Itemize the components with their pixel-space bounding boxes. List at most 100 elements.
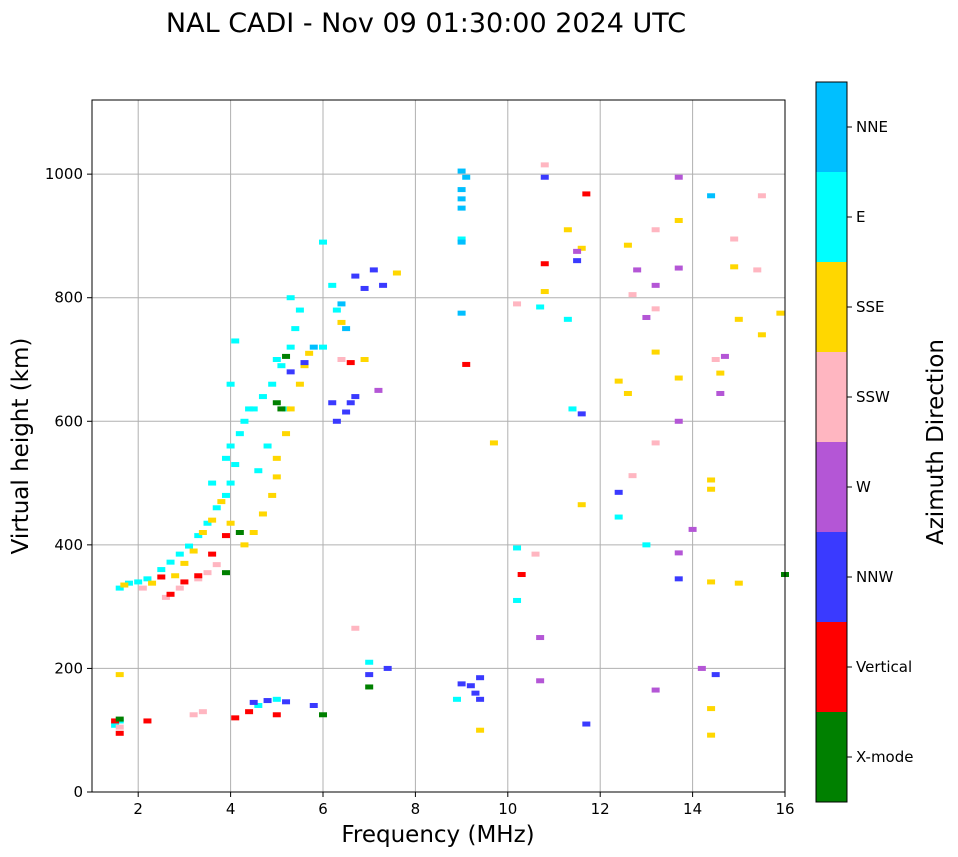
point-nnw-23	[674, 576, 683, 582]
point-ssw-20	[753, 267, 762, 273]
series-e	[111, 236, 651, 728]
point-nne-8	[337, 301, 346, 307]
x-tick-label-7: 16	[775, 800, 794, 818]
point-nnw-22	[614, 489, 623, 495]
point-e-5	[166, 559, 175, 565]
y-tick-label-4: 800	[54, 289, 83, 307]
point-ssw-6	[198, 709, 207, 715]
point-sse-27	[614, 378, 623, 384]
point-ssw-3	[194, 576, 203, 582]
series-nne	[309, 168, 716, 350]
point-nnw-25	[577, 411, 586, 417]
point-ssw-15	[651, 440, 660, 446]
colorbar-label-sse: SSE	[856, 298, 885, 316]
point-e-34	[208, 480, 217, 486]
point-sse-14	[272, 455, 281, 461]
point-sse-30	[674, 217, 683, 223]
point-w-4	[633, 267, 642, 273]
x-tick-label-1: 4	[226, 800, 236, 818]
point-nnw-21	[573, 258, 582, 264]
colorbar-swatch-nne	[816, 82, 847, 172]
colorbar-label-e: E	[856, 208, 865, 226]
point-sse-40	[716, 370, 725, 376]
point-ssw-1	[161, 594, 170, 600]
point-e-0	[115, 585, 124, 591]
point-ssw-16	[651, 227, 660, 233]
point-nnw-14	[383, 665, 392, 671]
point-sse-46	[115, 672, 124, 678]
colorbar-label-nne: NNE	[856, 118, 888, 136]
chart-title: NAL CADI - Nov 09 01:30:00 2024 UTC	[166, 8, 686, 39]
point-sse-17	[295, 381, 304, 387]
point-nne-6	[457, 239, 466, 245]
point-nnw-8	[328, 400, 337, 406]
point-e-13	[231, 462, 240, 468]
plot-frame	[91, 99, 786, 793]
series-nnw	[249, 174, 720, 727]
point-vertical-8	[115, 730, 124, 736]
point-x-mode-4	[365, 684, 374, 690]
point-nne-5	[457, 310, 466, 316]
point-ssw-7	[189, 712, 198, 718]
point-e-42	[642, 542, 651, 548]
point-nnw-24	[711, 672, 720, 678]
point-w-5	[651, 282, 660, 288]
point-ssw-11	[540, 162, 549, 168]
point-nnw-20	[540, 174, 549, 180]
colorbar-frame	[815, 81, 848, 803]
x-axis: 2 4 6 8 10 12 14 16	[133, 792, 795, 818]
point-nne-4	[457, 205, 466, 211]
point-e-27	[332, 307, 341, 313]
point-w-12	[697, 665, 706, 671]
point-e-43	[536, 304, 545, 310]
point-e-47	[365, 659, 374, 665]
point-e-31	[263, 443, 272, 449]
colorbar-swatch-vertical	[816, 622, 847, 712]
point-e-35	[221, 455, 230, 461]
point-e-36	[254, 468, 263, 474]
point-sse-36	[757, 332, 766, 338]
colorbar-label-x-mode: X-mode	[856, 748, 913, 766]
point-nne-3	[457, 196, 466, 202]
point-w-3	[573, 248, 582, 254]
point-sse-12	[268, 492, 277, 498]
series-x-mode	[115, 353, 789, 722]
point-w-15	[651, 687, 660, 693]
point-x-mode-0	[221, 570, 230, 576]
point-nnw-9	[351, 273, 360, 279]
point-ssw-18	[730, 236, 739, 242]
point-vertical-2	[180, 579, 189, 585]
point-nnw-10	[360, 285, 369, 291]
point-vertical-9	[111, 718, 120, 724]
point-x-mode-5	[319, 712, 327, 718]
point-x-mode-3	[282, 353, 291, 359]
point-e-41	[614, 514, 623, 520]
colorbar: X-mode Vertical NNW W SSW SSE E NNE	[815, 81, 913, 803]
point-sse-34	[707, 579, 716, 585]
point-ssw-2	[175, 585, 184, 591]
point-sse-7	[217, 499, 226, 505]
point-sse-18	[300, 363, 309, 369]
point-nnw-19	[476, 696, 485, 702]
point-e-8	[194, 533, 203, 539]
point-e-40	[513, 597, 522, 603]
point-e-38	[457, 236, 466, 242]
point-w-9	[674, 550, 683, 556]
point-vertical-15	[346, 360, 355, 366]
point-nnw-6	[351, 394, 360, 400]
point-ssw-14	[628, 473, 637, 479]
point-sse-25	[577, 245, 586, 251]
point-e-19	[268, 381, 277, 387]
x-tick-label-2: 6	[318, 800, 328, 818]
point-e-22	[291, 326, 300, 332]
point-vertical-3	[194, 573, 203, 579]
point-e-20	[277, 363, 286, 369]
point-vertical-0	[157, 574, 166, 580]
point-x-mode-8	[115, 716, 124, 722]
point-vertical-4	[208, 551, 217, 557]
point-ssw-19	[757, 193, 766, 199]
point-x-mode-1	[235, 530, 244, 535]
point-e-12	[226, 480, 235, 486]
point-sse-4	[189, 548, 198, 554]
point-w-2	[536, 678, 545, 684]
